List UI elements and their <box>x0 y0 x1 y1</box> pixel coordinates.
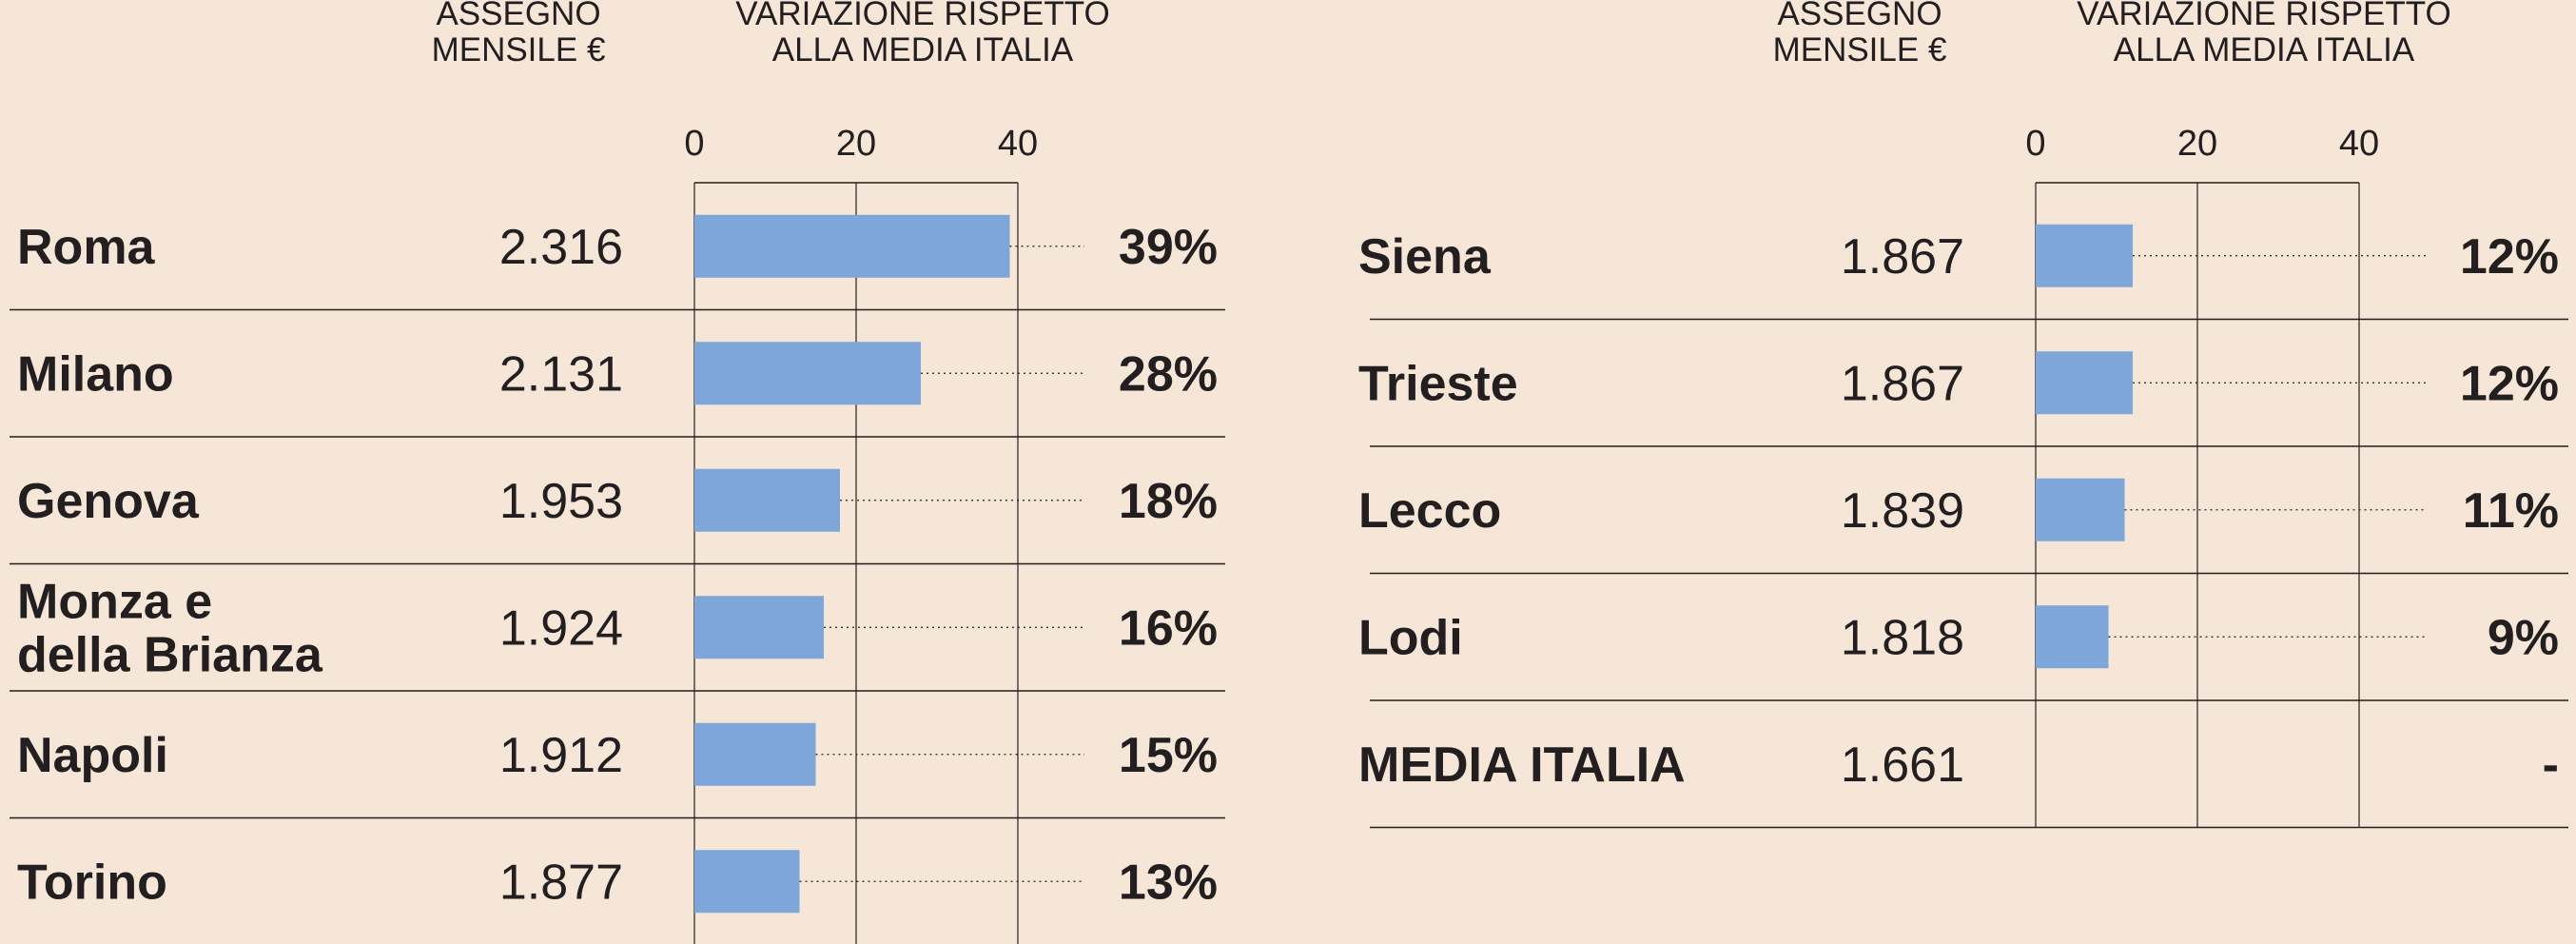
bar <box>694 214 1010 278</box>
variazione-header-line2: ALLA MEDIA ITALIA <box>2113 31 2415 69</box>
x-tick-label: 0 <box>2025 124 2045 164</box>
x-tick-label: 20 <box>836 124 876 164</box>
variazione-column-header: VARIAZIONE RISPETTO ALLA MEDIA ITALIA <box>675 0 1170 69</box>
city-label: Milano <box>17 346 174 402</box>
bar <box>2036 605 2109 669</box>
city-label-line: della Brianza <box>17 627 323 682</box>
assegno-value: 1.839 <box>1841 483 1964 539</box>
variation-label: 28% <box>1119 346 1218 402</box>
variation-label: - <box>2543 738 2559 793</box>
variation-label: 12% <box>2460 356 2559 411</box>
bar <box>694 468 840 532</box>
bar <box>694 596 824 659</box>
assegno-value: 1.867 <box>1841 356 1964 411</box>
variation-label: 18% <box>1119 474 1218 529</box>
assegno-value: 1.912 <box>499 728 623 783</box>
bar <box>694 850 800 914</box>
assegno-value: 1.953 <box>499 474 623 529</box>
variazione-header-line1: VARIAZIONE RISPETTO <box>735 0 1110 32</box>
assegno-value: 1.924 <box>499 600 623 656</box>
variation-label: 15% <box>1119 728 1218 783</box>
city-label: Roma <box>17 220 156 275</box>
variation-label: 9% <box>2488 610 2559 665</box>
bar <box>2036 224 2133 287</box>
assegno-value: 1.867 <box>1841 229 1964 285</box>
city-label: Monza e della Brianza <box>17 574 323 682</box>
city-label: Lodi <box>1358 610 1463 665</box>
right-bar-chart: 0 20 40 Siena 1.867 12% Trieste 1.867 12% Lecco 1.… <box>1358 124 2568 829</box>
assegno-header-line1: ASSEGNO <box>436 0 601 32</box>
assegno-value: 2.131 <box>499 346 623 402</box>
city-label: Torino <box>17 855 167 910</box>
variazione-header-line1: VARIAZIONE RISPETTO <box>2077 0 2451 32</box>
x-tick-label: 40 <box>2339 124 2379 164</box>
assegno-header-line1: ASSEGNO <box>1777 0 1942 32</box>
x-tick-label: 20 <box>2177 124 2217 164</box>
city-label-line: Monza e <box>17 574 212 629</box>
assegno-value: 1.877 <box>499 855 623 910</box>
assegno-header-line2: MENSILE € <box>1772 31 1947 69</box>
bar <box>2036 478 2125 541</box>
assegno-column-header: ASSEGNO MENSILE € <box>414 0 623 69</box>
city-label: Lecco <box>1358 483 1501 539</box>
assegno-value: 1.661 <box>1841 738 1964 793</box>
left-table-panel: ASSEGNO MENSILE € VARIAZIONE RISPETTO AL… <box>0 0 1237 944</box>
city-label: MEDIA ITALIA <box>1358 738 1686 793</box>
city-label: Siena <box>1358 229 1492 285</box>
city-label: Trieste <box>1358 356 1518 411</box>
bar <box>2036 351 2133 415</box>
assegno-header-line2: MENSILE € <box>431 31 606 69</box>
x-tick-label: 40 <box>998 124 1038 164</box>
variation-label: 11% <box>2463 483 2559 539</box>
city-label: Genova <box>17 474 200 529</box>
right-table-panel: ASSEGNO MENSILE € VARIAZIONE RISPETTO AL… <box>1341 0 2576 944</box>
bar <box>694 342 921 405</box>
variation-label: 16% <box>1119 600 1218 656</box>
variazione-column-header: VARIAZIONE RISPETTO ALLA MEDIA ITALIA <box>2017 0 2511 69</box>
left-bar-chart: 0 20 40 Roma 2.316 39% Milano 2.131 28% Genova 1.9… <box>10 124 1225 944</box>
variation-label: 12% <box>2460 229 2559 285</box>
variation-label: 13% <box>1119 855 1218 910</box>
bar <box>694 722 816 786</box>
variazione-header-line2: ALLA MEDIA ITALIA <box>771 31 1074 69</box>
variation-label: 39% <box>1119 220 1218 275</box>
x-tick-label: 0 <box>684 124 704 164</box>
assegno-value: 2.316 <box>499 220 623 275</box>
assegno-column-header: ASSEGNO MENSILE € <box>1755 0 1964 69</box>
city-label: Napoli <box>17 728 168 783</box>
assegno-value: 1.818 <box>1841 610 1964 665</box>
